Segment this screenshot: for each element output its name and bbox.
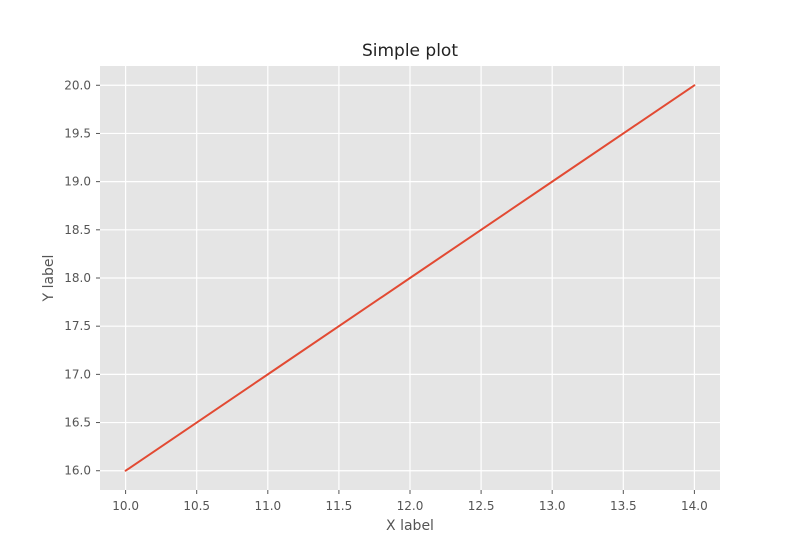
x-tick-label: 10.5 — [183, 499, 210, 513]
y-tick-label: 16.5 — [64, 416, 91, 430]
x-tick-label: 13.0 — [539, 499, 566, 513]
series-line — [124, 84, 696, 472]
y-tick-label: 20.0 — [64, 78, 91, 92]
axis-ticks: 10.0 10.5 11.0 11.5 12.0 12.5 13.0 13.5 14.0 16.0… — [64, 78, 707, 513]
y-tick-label: 19.0 — [64, 175, 91, 189]
x-tick-label: 11.0 — [254, 499, 281, 513]
y-tick-label: 16.0 — [64, 464, 91, 478]
x-tick-label: 13.5 — [610, 499, 637, 513]
y-axis-label: Y label — [41, 255, 57, 303]
x-tick-label: 12.5 — [468, 499, 495, 513]
y-tick-label: 19.5 — [64, 126, 91, 140]
y-tick-label: 17.5 — [64, 319, 91, 333]
x-tick-label: 11.5 — [326, 499, 353, 513]
x-tick-label: 10.0 — [112, 499, 139, 513]
series-layer — [124, 84, 696, 472]
y-tick-label: 18.5 — [64, 223, 91, 237]
x-tick-label: 12.0 — [397, 499, 424, 513]
y-tick-label: 18.0 — [64, 271, 91, 285]
x-axis-label: X label — [386, 518, 434, 534]
y-tick-label: 17.0 — [64, 367, 91, 381]
x-tick-label: 14.0 — [681, 499, 708, 513]
chart-title: Simple plot — [362, 41, 458, 61]
